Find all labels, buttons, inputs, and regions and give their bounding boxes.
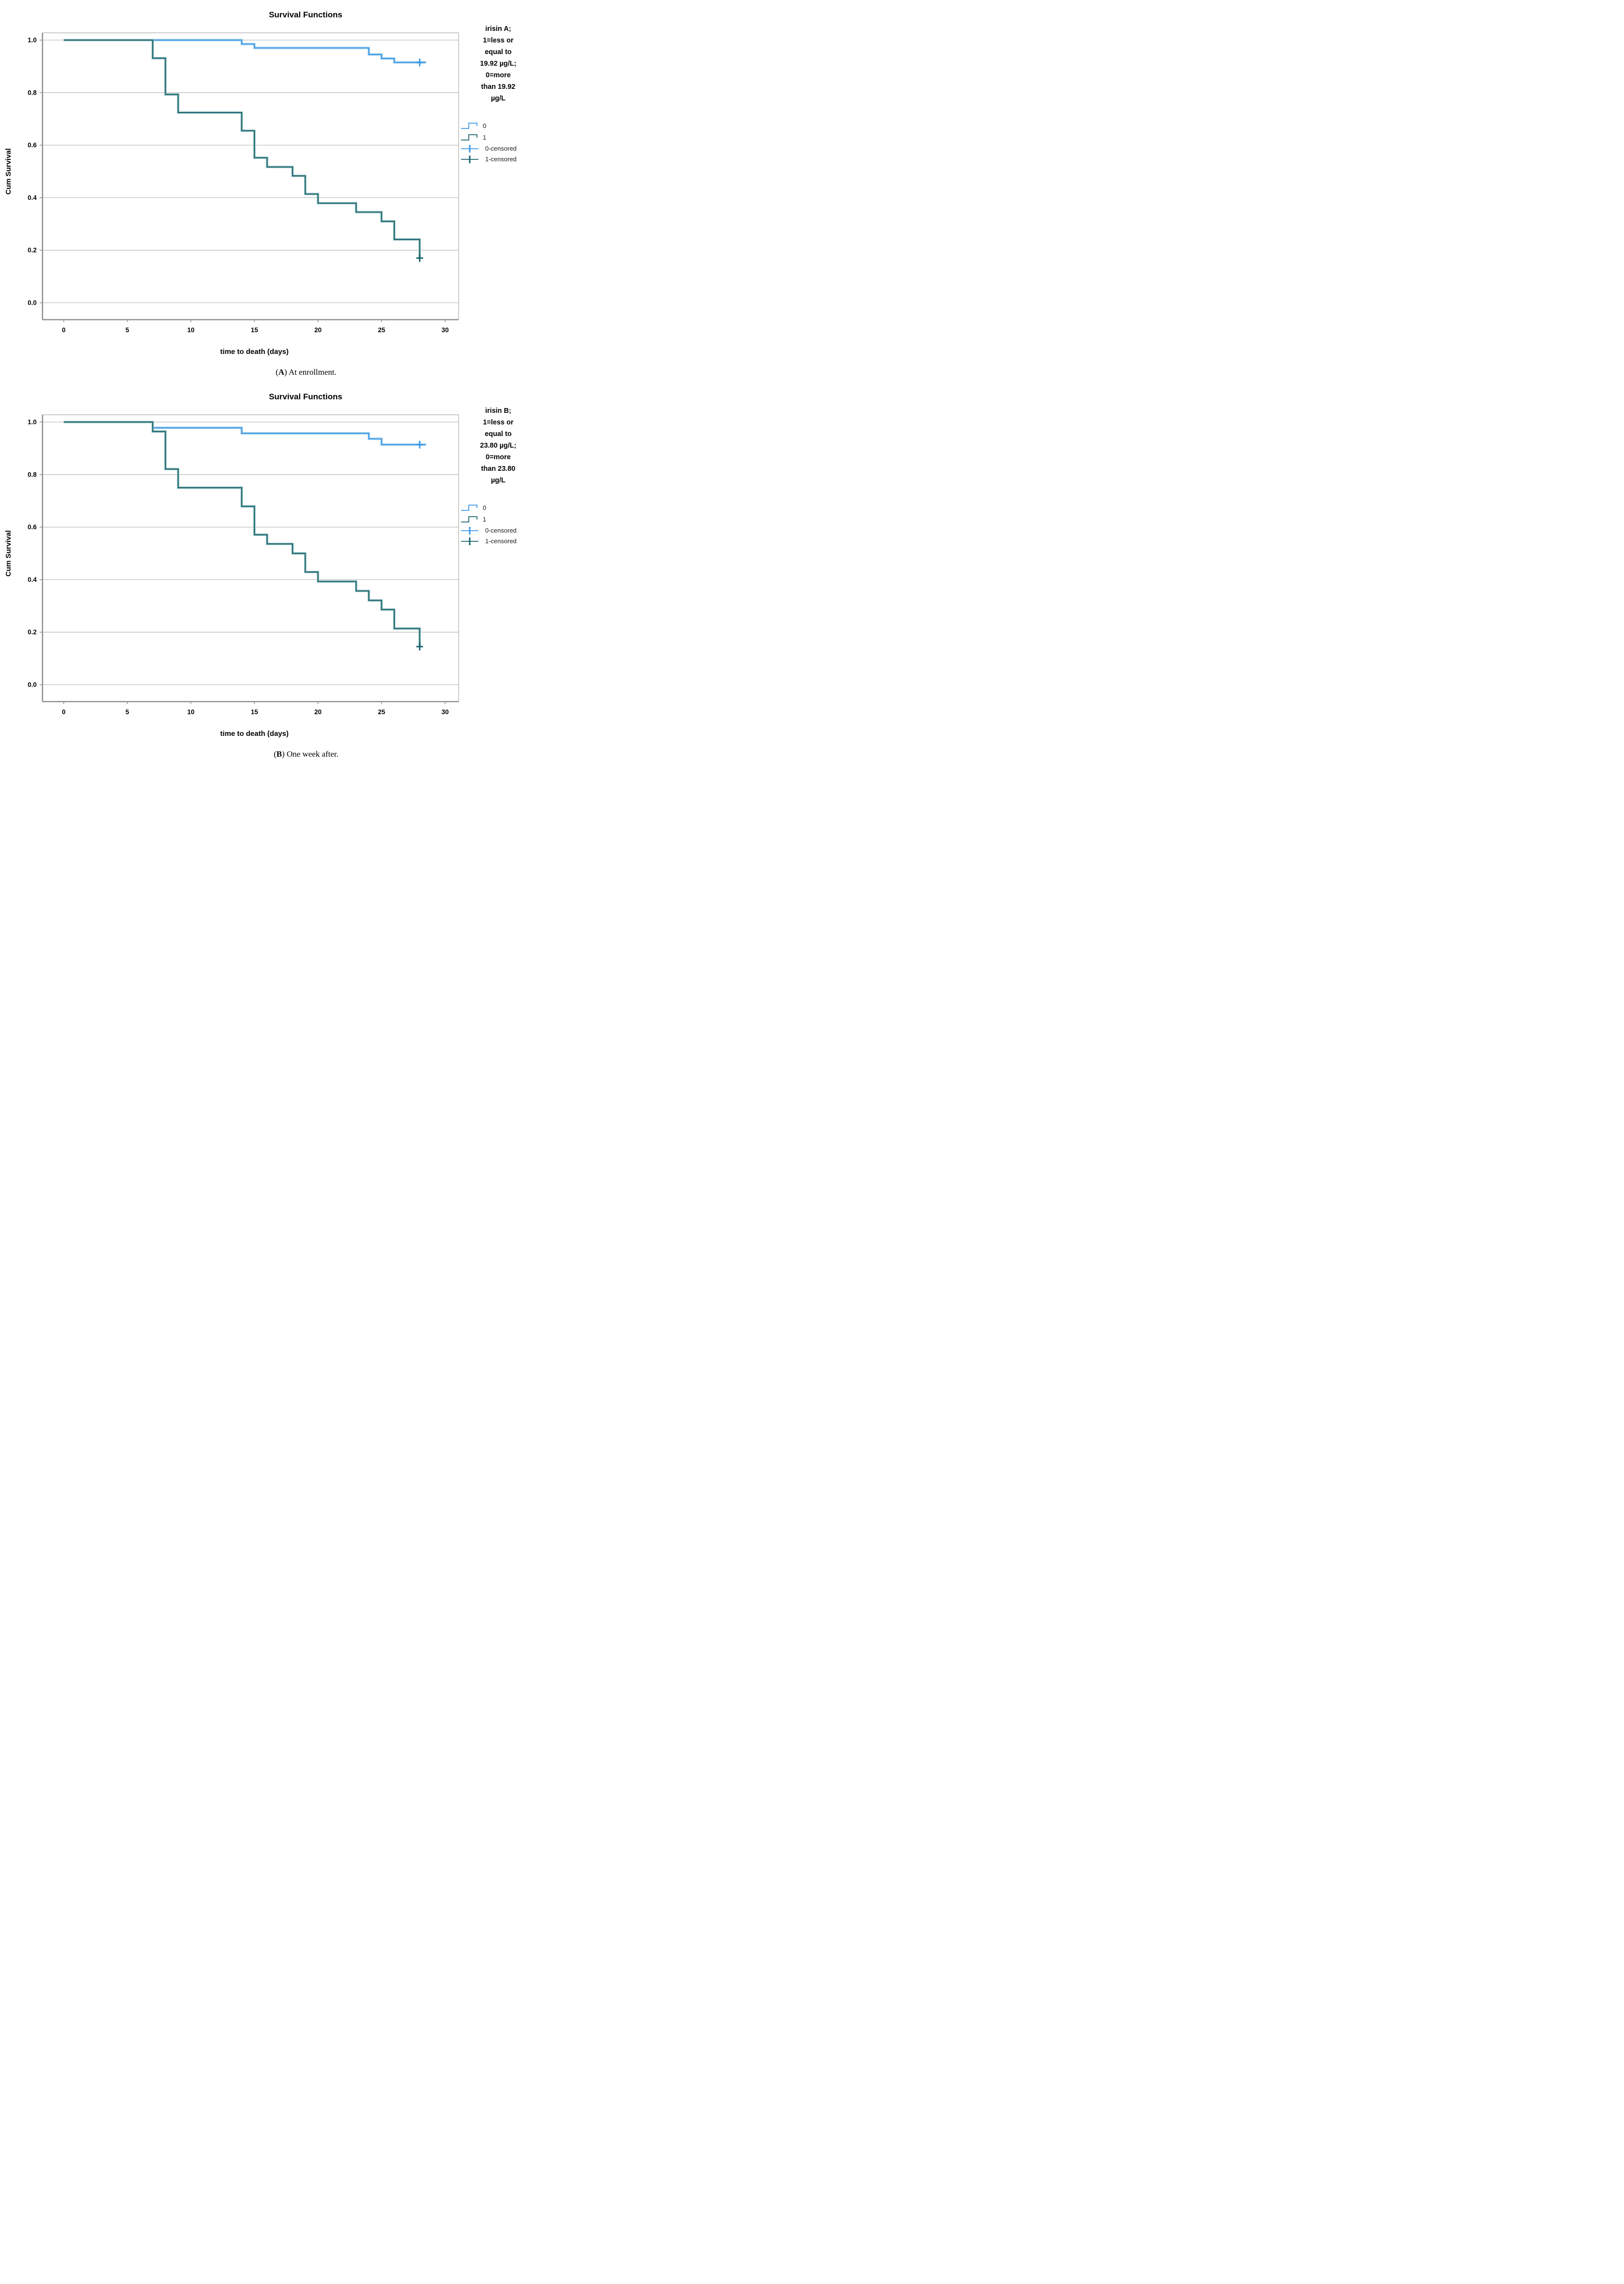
survival-chart-A: Survival Functions Cum Survival time to … [4, 10, 517, 356]
km-curve-1 [64, 39, 420, 258]
chart-B-legend: irisin B; 1=less or equal to 23.80 µg/L; 0=m… [461, 407, 517, 545]
x-tick-label-0: 0 [62, 326, 66, 334]
caption-A: (A) At enrollment. [275, 367, 337, 377]
km-curve-1 [64, 421, 420, 647]
y-tick-label-0.0: 0.0 [28, 299, 37, 307]
y-tick-label-0.2: 0.2 [28, 247, 37, 254]
x-tick-label-20: 20 [314, 708, 322, 716]
chart-B-title: Survival Functions [269, 392, 342, 401]
km-curve-halo-1 [64, 39, 421, 258]
legend-title-line-1: 1=less or [483, 37, 514, 44]
censor-mark-1 [416, 643, 423, 651]
y-tick-label-0.2: 0.2 [28, 629, 37, 636]
legend-step-glyph [461, 505, 477, 511]
chart-B-ylabel: Cum Survival [4, 530, 13, 577]
km-curve-group-0 [64, 421, 426, 449]
legend-title-line-2: equal to [485, 48, 512, 56]
legend-title-line-0: irisin A; [485, 25, 511, 33]
chart-B-xlabel: time to death (days) [220, 730, 289, 738]
chart-A-ylabel: Cum Survival [4, 148, 13, 195]
legend-title-line-3: 19.92 µg/L; [480, 60, 516, 68]
legend-entry-label: 0 [483, 122, 486, 129]
x-tick-label-10: 10 [187, 326, 195, 334]
plot-frame [42, 414, 459, 702]
y-tick-label-0.4: 0.4 [28, 194, 37, 201]
legend-entry-1-censored: 1-censored [461, 537, 517, 545]
legend-entry-0-censored: 0-censored [461, 145, 517, 153]
km-curve-group-0 [64, 39, 426, 67]
figure-page: Survival Functions Cum Survival time to … [0, 0, 542, 759]
x-tick-label-30: 30 [441, 326, 448, 334]
legend-title-line-2: equal to [485, 430, 512, 438]
y-tick-label-0.0: 0.0 [28, 681, 37, 689]
censor-mark-0 [416, 440, 423, 449]
x-tick-label-25: 25 [378, 326, 386, 334]
legend-title-line-0: irisin B; [485, 407, 511, 415]
legend-entry-label: 1-censored [485, 155, 517, 163]
x-tick-label-10: 10 [187, 708, 195, 716]
legend-entry-1: 1 [461, 134, 486, 141]
y-tick-label-1.0: 1.0 [28, 419, 37, 426]
legend-title-line-3: 23.80 µg/L; [480, 442, 516, 450]
legend-title-line-4: 0=more [486, 71, 511, 79]
legend-entry-0: 0 [461, 504, 486, 511]
legend-entry-1-censored: 1-censored [461, 155, 517, 163]
legend-title-line-5: than 23.80 [481, 465, 516, 473]
y-tick-label-1.0: 1.0 [28, 37, 37, 44]
legend-entry-label: 0 [483, 504, 486, 511]
survival-chart-B: Survival Functions Cum Survival time to … [4, 392, 517, 738]
chart-A-xlabel: time to death (days) [220, 348, 289, 356]
km-curve-halo-0 [64, 39, 426, 64]
km-curve-0 [64, 421, 426, 445]
km-curve-group-1 [64, 421, 423, 651]
chart-A-title: Survival Functions [269, 10, 342, 19]
legend-title-line-1: 1=less or [483, 419, 514, 426]
x-tick-label-5: 5 [126, 708, 129, 716]
chart-A-legend: irisin A; 1=less or equal to 19.92 µg/L; 0=m… [461, 25, 517, 163]
legend-step-glyph [461, 123, 477, 129]
legend-entry-label: 1 [483, 134, 486, 141]
y-tick-label-0.4: 0.4 [28, 576, 37, 583]
legend-entry-0: 0 [461, 122, 486, 129]
legend-title-line-6: µg/L [491, 477, 505, 484]
legend-title-line-4: 0=more [486, 453, 511, 461]
x-tick-label-5: 5 [126, 326, 129, 334]
x-tick-label-0: 0 [62, 708, 66, 716]
legend-entry-0-censored: 0-censored [461, 527, 517, 535]
chart-B-plot-area: 0 5 10 15 20 25 30 1.0 0.8 0.6 0.4 0.2 0.0 [28, 414, 459, 716]
plot-frame [42, 32, 459, 320]
x-tick-label-25: 25 [378, 708, 386, 716]
km-curve-0 [64, 39, 426, 63]
legend-entry-label: 1 [483, 516, 486, 523]
censor-mark-0 [416, 58, 423, 67]
legend-title-line-6: µg/L [491, 95, 505, 102]
x-tick-label-30: 30 [441, 708, 448, 716]
y-tick-label-0.8: 0.8 [28, 89, 37, 96]
km-curve-group-1 [64, 39, 423, 262]
legend-title-line-5: than 19.92 [481, 83, 516, 91]
x-tick-label-20: 20 [314, 326, 322, 334]
km-curve-halo-1 [64, 421, 421, 647]
chart-A-plot-area: 0 5 10 15 20 25 30 1.0 0.8 0.6 0.4 0.2 0.0 [28, 32, 459, 334]
caption-B: (B) One week after. [273, 749, 339, 759]
legend-entry-label: 0-censored [485, 527, 517, 534]
y-tick-label-0.6: 0.6 [28, 523, 37, 531]
legend-entry-label: 1-censored [485, 537, 517, 545]
y-tick-label-0.6: 0.6 [28, 141, 37, 149]
legend-entry-1: 1 [461, 516, 486, 523]
y-tick-label-0.8: 0.8 [28, 471, 37, 478]
legend-entry-label: 0-censored [485, 145, 517, 152]
legend-step-glyph [461, 516, 477, 522]
x-tick-label-15: 15 [251, 326, 258, 334]
censor-mark-1 [416, 254, 423, 262]
legend-step-glyph [461, 134, 477, 141]
x-tick-label-15: 15 [251, 708, 258, 716]
